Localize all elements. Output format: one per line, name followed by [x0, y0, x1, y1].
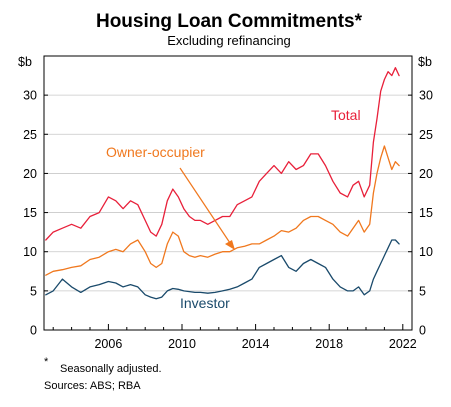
footnote-text: Seasonally adjusted.	[60, 363, 162, 375]
y-tick-label-right: 0	[419, 324, 426, 338]
gridlines	[44, 94, 412, 292]
y-tick-label-right: 20	[419, 167, 433, 181]
y-tick-label-left: 25	[23, 128, 37, 142]
y-tick-label-left: 20	[23, 167, 37, 181]
owner-occupier-label: Owner-occupier	[106, 144, 205, 160]
y-tick-label-right: 25	[419, 128, 433, 142]
chart-title: Housing Loan Commitments*	[96, 11, 363, 32]
y-tick-label-left: 30	[23, 89, 37, 103]
x-tick-label: 2014	[242, 337, 270, 351]
y-tick-label-left: 0	[30, 324, 37, 338]
sources-text: Sources: ABS; RBA	[44, 380, 141, 392]
owner-occupier-pointer-line	[179, 167, 233, 247]
y-axis-unit-left: $b	[18, 55, 32, 69]
series-line-total	[45, 67, 400, 241]
chart-subtitle: Excluding refinancing	[167, 33, 291, 48]
series-line-investor	[45, 239, 400, 300]
y-tick-label-left: 5	[30, 284, 37, 298]
x-tick-label: 2022	[389, 337, 417, 351]
series-lines	[45, 67, 400, 300]
y-tick-label-right: 10	[419, 245, 433, 259]
y-tick-label-right: 30	[419, 89, 433, 103]
x-tick-label: 2018	[315, 337, 343, 351]
axis-ticks: 0 0 5 5 10 10 15 15 20 20 25 25 30 30 2006 2010 2014 2018…	[23, 89, 433, 351]
y-tick-label-right: 15	[419, 206, 433, 220]
series-line-owner-occupier	[45, 145, 400, 276]
owner-occupier-pointer-arrowhead	[225, 240, 235, 250]
y-tick-label-right: 5	[419, 284, 426, 298]
footnote-marker: *	[44, 356, 49, 368]
y-tick-label-left: 10	[23, 245, 37, 259]
investor-label: Investor	[180, 295, 230, 311]
y-tick-label-left: 15	[23, 206, 37, 220]
x-tick-label: 2006	[94, 337, 122, 351]
x-tick-label: 2010	[168, 337, 196, 351]
plot-frame	[43, 55, 413, 331]
total-label: Total	[331, 107, 361, 123]
y-axis-unit-right: $b	[418, 55, 432, 69]
